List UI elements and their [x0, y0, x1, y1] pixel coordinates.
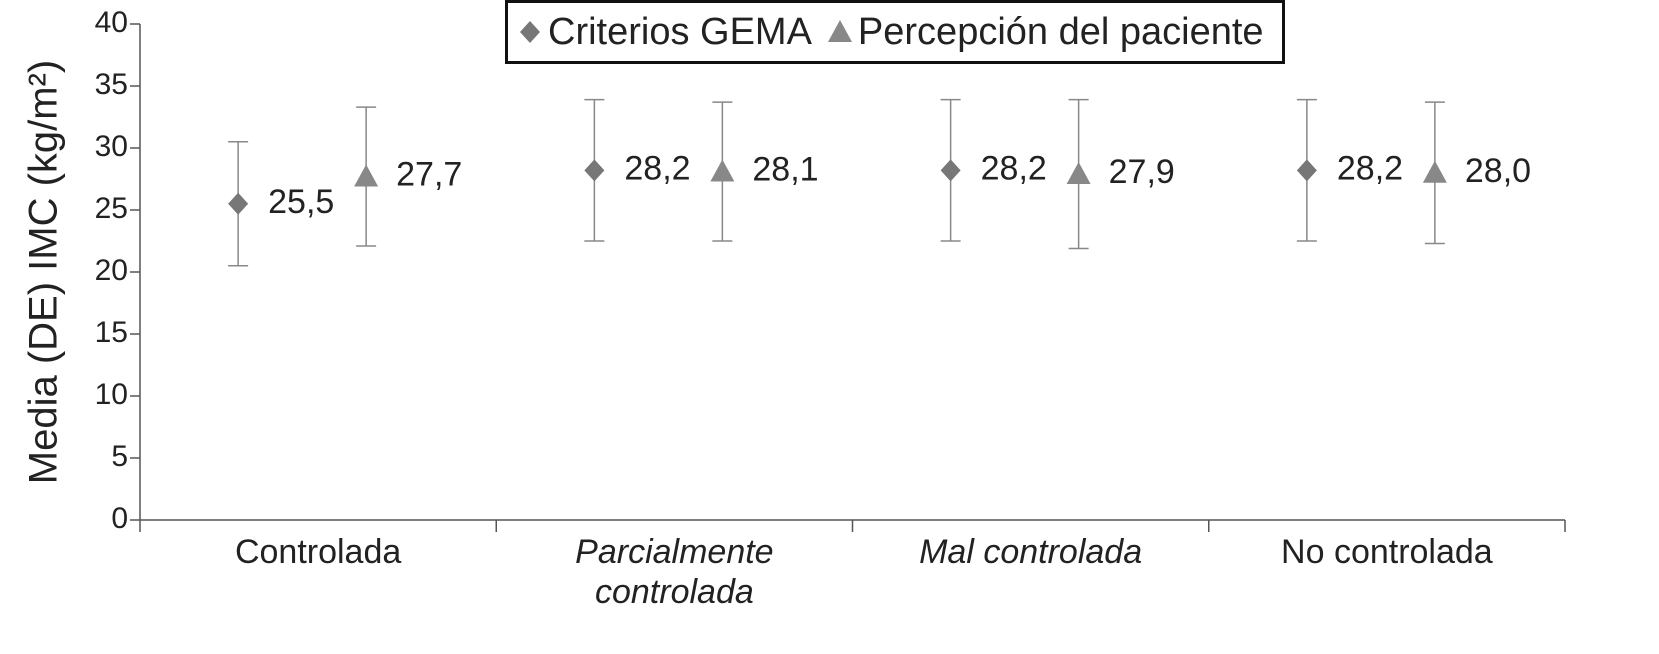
- value-label: 28,0: [1465, 152, 1531, 190]
- diamond-marker: [940, 159, 961, 182]
- y-tick-label: 15: [95, 316, 128, 349]
- diamond-marker: [520, 21, 540, 43]
- y-tick-label: 10: [95, 378, 128, 411]
- legend: Criterios GEMA Percepción del paciente: [505, 0, 1285, 64]
- diamond-marker: [584, 159, 605, 182]
- value-label: 27,7: [396, 156, 462, 194]
- triangle-marker: [354, 164, 379, 187]
- value-label: 28,1: [752, 151, 818, 189]
- triangle-marker: [1422, 160, 1447, 183]
- y-tick-label: 5: [111, 440, 128, 473]
- y-tick-label: 40: [95, 6, 128, 39]
- value-label: 28,2: [981, 149, 1047, 187]
- diamond-marker: [1296, 159, 1317, 182]
- y-tick-label: 0: [111, 502, 128, 535]
- triangle-marker: [827, 20, 852, 42]
- triangle-marker: [1066, 162, 1091, 185]
- y-tick-label: 35: [95, 68, 128, 101]
- value-label: 25,5: [268, 183, 334, 221]
- y-tick-label: 20: [95, 254, 128, 287]
- legend-item: Percepción del paciente: [826, 11, 1264, 54]
- y-tick-label: 30: [95, 130, 128, 163]
- x-tick-label: Controlada: [234, 533, 402, 571]
- legend-label: Percepción del paciente: [857, 10, 1264, 53]
- triangle-marker: [710, 159, 735, 182]
- y-tick-label: 25: [95, 192, 128, 225]
- legend-item: Criterios GEMA: [516, 11, 812, 54]
- value-label: 27,9: [1109, 153, 1175, 191]
- x-tick-label: No controlada: [1281, 533, 1493, 571]
- x-tick-label: Mal controlada: [919, 533, 1143, 571]
- x-tick-label: Parcialmente controlada: [575, 533, 774, 611]
- value-label: 28,2: [624, 149, 690, 187]
- legend-label: Criterios GEMA: [548, 10, 812, 53]
- value-label: 28,2: [1337, 149, 1403, 187]
- diamond-marker: [228, 192, 249, 215]
- legend-marker: [520, 21, 540, 43]
- legend-marker: [827, 20, 852, 42]
- y-axis-label: Media (DE) IMC (kg/m²): [22, 60, 66, 484]
